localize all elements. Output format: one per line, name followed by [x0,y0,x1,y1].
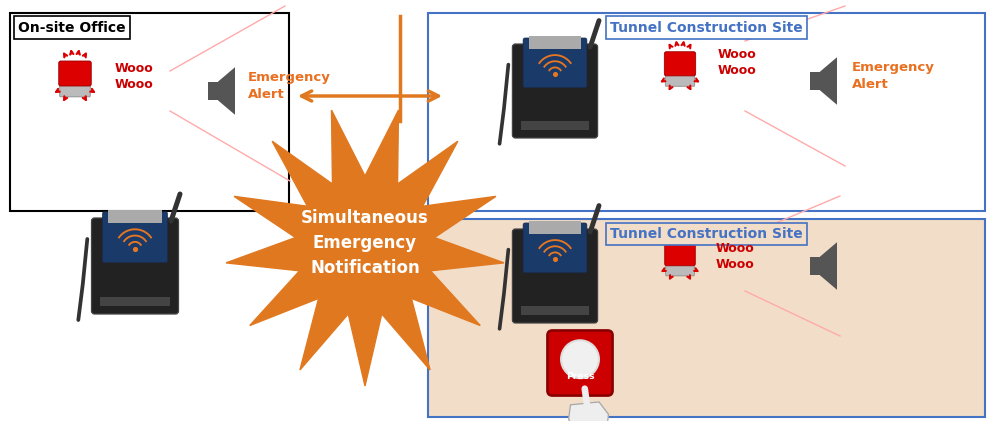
FancyBboxPatch shape [512,229,597,323]
Circle shape [561,340,598,378]
FancyBboxPatch shape [102,212,167,263]
FancyBboxPatch shape [91,218,178,314]
FancyBboxPatch shape [60,81,90,97]
FancyBboxPatch shape [512,44,597,138]
Text: Tunnel Construction Site: Tunnel Construction Site [609,21,802,35]
FancyBboxPatch shape [664,52,695,76]
Bar [528,37,580,49]
FancyBboxPatch shape [665,71,694,86]
Text: Wooo
Wooo: Wooo Wooo [115,61,154,91]
FancyBboxPatch shape [664,242,695,266]
Text: Press: Press [566,372,593,381]
Bar [528,221,580,234]
FancyBboxPatch shape [523,38,586,88]
Bar [520,306,588,315]
Text: Emergency
Alert: Emergency Alert [851,61,934,91]
FancyBboxPatch shape [665,261,694,276]
Bar [520,121,588,130]
Polygon shape [218,67,235,115]
Bar [99,297,170,306]
Text: Tunnel Construction Site: Tunnel Construction Site [609,227,802,241]
Text: Emergency
Alert: Emergency Alert [248,72,331,101]
FancyBboxPatch shape [523,223,586,273]
Polygon shape [819,57,836,105]
Polygon shape [226,110,504,386]
Bar [427,219,984,417]
Bar [809,72,819,91]
Polygon shape [819,242,836,290]
Text: Wooo
Wooo: Wooo Wooo [718,48,756,77]
Bar [108,210,162,223]
Bar [809,257,819,275]
Text: Simultaneous
Emergency
Notification: Simultaneous Emergency Notification [301,209,428,277]
Bar [208,82,218,100]
Text: On-site Office: On-site Office [18,21,125,35]
Bar [10,13,288,210]
FancyBboxPatch shape [547,330,612,396]
FancyBboxPatch shape [59,61,91,86]
Polygon shape [568,402,608,421]
Text: Wooo
Wooo: Wooo Wooo [716,242,754,271]
Bar [427,13,984,210]
